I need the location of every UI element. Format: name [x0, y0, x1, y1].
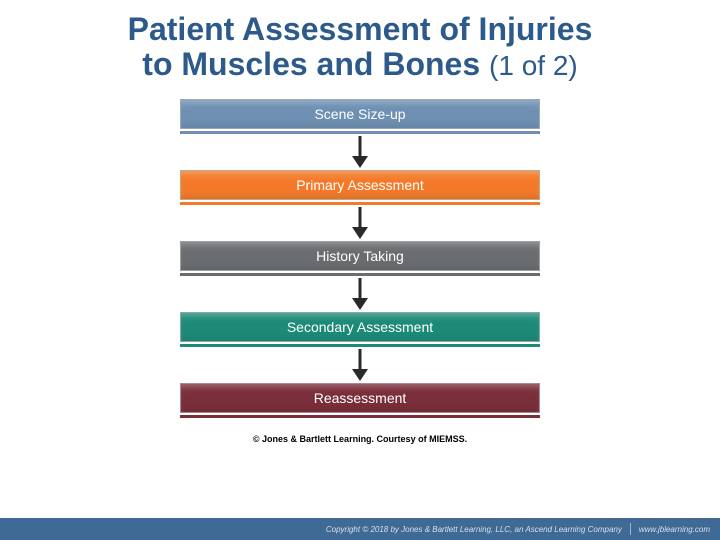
- flow-step: Primary Assessment: [180, 170, 540, 205]
- title-line2-bold: to Muscles and Bones: [142, 46, 489, 82]
- footer-bar: Copyright © 2018 by Jones & Bartlett Lea…: [0, 518, 720, 540]
- flow-step: Reassessment: [180, 383, 540, 418]
- flow-step-accent: [180, 273, 540, 276]
- slide-title: Patient Assessment of Injuries to Muscle…: [0, 0, 720, 81]
- arrow-down-icon: [349, 347, 371, 383]
- flowchart: Scene Size-up Primary Assessment History T…: [180, 99, 540, 418]
- footer-copyright: Copyright © 2018 by Jones & Bartlett Lea…: [326, 525, 622, 534]
- flow-step-label: History Taking: [316, 248, 404, 264]
- flow-step: Scene Size-up: [180, 99, 540, 134]
- footer-divider: [630, 523, 631, 535]
- flow-step-label: Primary Assessment: [296, 177, 424, 193]
- flow-step-label: Scene Size-up: [314, 106, 405, 122]
- flow-step-label: Reassessment: [314, 390, 407, 406]
- flow-arrow: [180, 134, 540, 170]
- flow-arrow: [180, 347, 540, 383]
- flow-step-box: Secondary Assessment: [180, 312, 540, 342]
- flow-step: History Taking: [180, 241, 540, 276]
- slide: Patient Assessment of Injuries to Muscle…: [0, 0, 720, 540]
- flow-step-accent: [180, 415, 540, 418]
- image-credit: © Jones & Bartlett Learning. Courtesy of…: [0, 434, 720, 444]
- flow-step-box: Reassessment: [180, 383, 540, 413]
- flow-step: Secondary Assessment: [180, 312, 540, 347]
- flow-step-box: Primary Assessment: [180, 170, 540, 200]
- arrow-down-icon: [349, 134, 371, 170]
- flow-step-accent: [180, 202, 540, 205]
- arrow-down-icon: [349, 276, 371, 312]
- flow-step-box: History Taking: [180, 241, 540, 271]
- flow-step-label: Secondary Assessment: [287, 319, 433, 335]
- arrow-down-icon: [349, 205, 371, 241]
- title-line2-sub: (1 of 2): [489, 50, 578, 81]
- flow-arrow: [180, 276, 540, 312]
- flow-step-box: Scene Size-up: [180, 99, 540, 129]
- flow-step-accent: [180, 131, 540, 134]
- footer-site: www.jblearning.com: [639, 525, 710, 534]
- flow-arrow: [180, 205, 540, 241]
- title-line1: Patient Assessment of Injuries: [128, 11, 593, 47]
- flow-step-accent: [180, 344, 540, 347]
